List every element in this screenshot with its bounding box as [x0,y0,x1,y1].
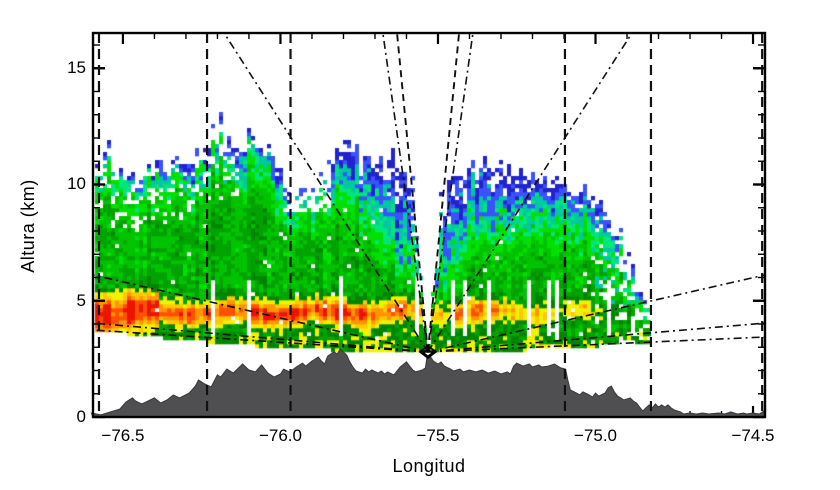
y-tick-label: 5 [76,290,86,310]
radar-beam-ray [427,322,766,353]
radar-beam-ray [426,32,461,352]
x-tick-label: −75.0 [573,426,617,445]
radar-beam-ray [427,274,766,353]
terrain-profile [90,348,767,418]
x-axis-title: Longitud [392,456,466,476]
radar-site-marker [418,344,438,359]
radar-beam-ray [427,32,633,353]
radar-echo-canvas [93,33,765,417]
radar-beam-ray [396,32,429,352]
y-tick-label: 10 [67,174,86,194]
y-tick-label: 0 [76,407,86,426]
radar-beam-ray [92,329,428,353]
y-axis-title: Altura (km) [18,179,38,273]
x-tick-label: −76.5 [101,426,145,445]
plot-frame [91,31,767,419]
radar-beam-ray [92,274,429,353]
x-tick-label: −75.5 [416,426,460,445]
x-tick-label: −76.0 [258,426,302,445]
y-tick-label: 15 [67,58,86,78]
radar-beam-ray [427,336,766,353]
radar-beam-ray [92,322,428,353]
radar-beam-ray [223,32,429,353]
radar-beam-ray [382,32,429,353]
radar-beam-ray [427,32,474,353]
x-tick-label: −74.5 [731,426,775,445]
